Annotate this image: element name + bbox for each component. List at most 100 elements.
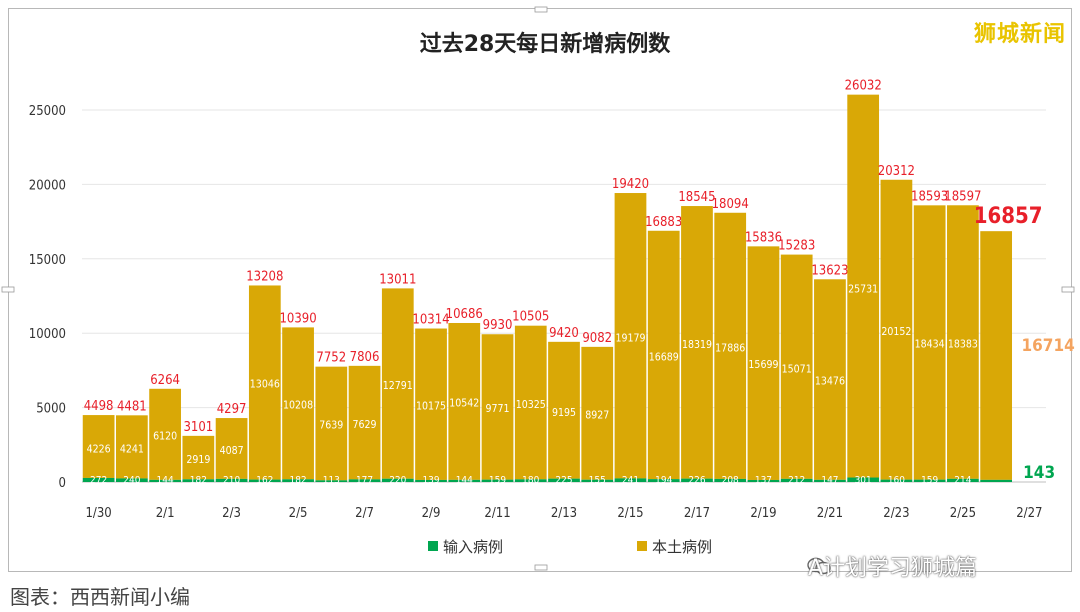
local-value-label: 10325	[516, 399, 546, 411]
brand-logo: 狮城新闻	[973, 22, 1066, 47]
imported-value-label: 159	[489, 475, 506, 486]
total-value-label: 18593	[911, 189, 948, 204]
local-value-label: 18383	[948, 339, 978, 351]
imported-value-label: 159	[921, 475, 938, 486]
legend-swatch	[637, 541, 647, 551]
bar-imported	[115, 478, 148, 482]
bar-imported	[714, 478, 747, 482]
x-tick-label: 2/1	[156, 506, 175, 521]
bar-local	[149, 388, 181, 480]
total-value-label: 19420	[612, 177, 649, 192]
bar-local	[880, 179, 913, 480]
local-value-label: 2919	[186, 454, 210, 466]
imported-value-label: 225	[555, 475, 572, 486]
bar-local	[415, 328, 447, 480]
imported-value-label: 177	[356, 475, 373, 486]
imported-value-label: 155	[589, 475, 606, 486]
total-value-label: 10314	[412, 313, 449, 328]
total-value-label: 6264	[150, 373, 180, 388]
bar-local	[647, 230, 680, 480]
frame-handle	[534, 564, 548, 571]
local-value-label: 15071	[782, 363, 812, 375]
y-tick-label: 15000	[29, 253, 66, 268]
bar-imported	[149, 479, 181, 482]
imported-value-label: 220	[389, 475, 406, 486]
bar-imported	[747, 479, 780, 482]
imported-value-label: 139	[422, 475, 439, 486]
x-tick-label: 2/17	[684, 506, 710, 521]
imported-value-label: 241	[622, 475, 639, 486]
x-tick-label: 2/23	[883, 506, 909, 521]
bar-imported	[514, 479, 547, 482]
bar-imported	[415, 479, 447, 482]
local-value-label: 8927	[585, 409, 609, 421]
bar-local	[581, 346, 614, 480]
total-value-label: 18545	[678, 190, 715, 205]
bar-local	[448, 322, 481, 480]
local-value-label: 7629	[353, 419, 377, 431]
imported-value-label: 160	[888, 475, 905, 486]
local-value-label: 9195	[552, 407, 576, 419]
bar-imported	[614, 478, 647, 482]
bar-imported	[282, 479, 314, 482]
bar-local	[681, 206, 713, 479]
bar-imported	[913, 479, 946, 482]
bar-local	[481, 334, 514, 480]
bar-local	[215, 418, 248, 479]
local-value-label: 13476	[815, 376, 845, 388]
chart-title: 过去28天每日新增病例数	[420, 31, 672, 57]
local-value-label: 10175	[416, 400, 446, 412]
bar-imported	[348, 479, 381, 482]
total-value-label: 7752	[316, 351, 346, 366]
x-tick-label: 1/30	[85, 506, 111, 521]
chart-caption: 图表：西西新闻小编	[10, 585, 190, 609]
bar-local	[614, 193, 647, 479]
local-value-label: 20152	[881, 326, 911, 338]
total-value-label: 15283	[778, 239, 815, 254]
bar-imported	[980, 479, 1013, 482]
local-value-label: 19179	[615, 333, 645, 345]
x-tick-label: 2/7	[355, 506, 374, 521]
local-value-label: 16689	[649, 351, 679, 363]
bar-local	[847, 94, 880, 478]
bar-local	[947, 205, 979, 479]
frame-handle	[1061, 286, 1075, 293]
bar-local	[714, 212, 747, 479]
bar-local	[248, 285, 281, 480]
local-value-label: 4087	[220, 445, 244, 457]
total-value-label: 15836	[745, 230, 782, 245]
total-value-label: 7806	[350, 350, 380, 365]
total-value-label: 4498	[84, 399, 114, 414]
imported-value-label: 162	[256, 475, 273, 486]
imported-value-label: 272	[90, 475, 107, 486]
imported-value-label: 144	[456, 475, 473, 486]
x-tick-label: 2/15	[617, 506, 643, 521]
bar-local	[913, 205, 946, 480]
x-tick-label: 2/21	[817, 506, 843, 521]
bar-imported	[448, 479, 481, 482]
bar-imported	[381, 478, 414, 482]
local-value-label: 15699	[748, 359, 778, 371]
bar-imported	[880, 479, 913, 482]
bar-local	[747, 246, 780, 480]
local-value-label: 25731	[848, 283, 878, 295]
total-value-label: 3101	[183, 420, 213, 435]
imported-value-label: 182	[190, 475, 207, 486]
y-tick-label: 0	[59, 476, 66, 491]
total-value-label: 16857	[974, 204, 1043, 229]
imported-value-label: 194	[655, 475, 672, 486]
y-tick-label: 25000	[29, 104, 66, 119]
bar-imported	[182, 479, 215, 482]
x-tick-label: 2/5	[289, 506, 308, 521]
bar-imported	[315, 480, 348, 482]
bar-imported	[581, 479, 614, 482]
bar-local	[348, 365, 381, 480]
total-value-label: 4297	[217, 402, 247, 417]
x-tick-label: 2/11	[484, 506, 510, 521]
total-value-label: 18597	[944, 189, 981, 204]
imported-value-label: 147	[821, 475, 838, 486]
x-tick-label: 2/27	[1016, 506, 1042, 521]
total-value-label: 18094	[712, 197, 749, 212]
total-value-label: 13623	[811, 263, 848, 278]
local-value-label: 10542	[449, 397, 479, 409]
